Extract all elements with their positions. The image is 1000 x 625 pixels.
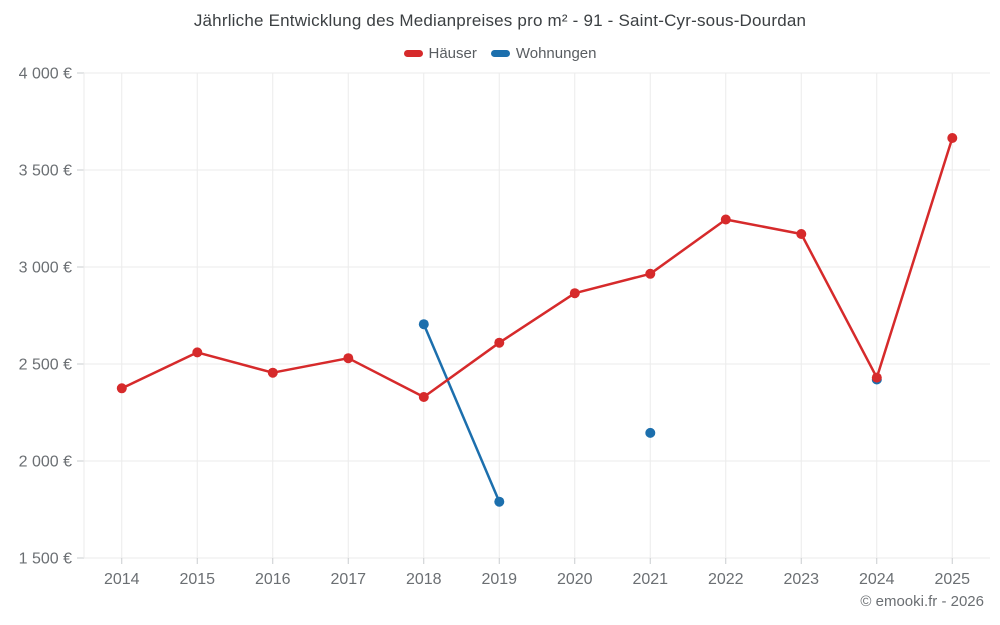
data-point-wohnungen[interactable] (418, 319, 429, 330)
series-line-wohnungen (422, 322, 501, 503)
x-tick-label: 2020 (557, 571, 593, 588)
data-point-haeuser[interactable] (947, 133, 958, 143)
data-point-haeuser[interactable] (645, 268, 656, 279)
x-tick-label: 2021 (632, 571, 668, 588)
y-tick-label: 3 500 € (19, 163, 72, 180)
x-tick-label: 2022 (708, 571, 744, 588)
wohnungen-series-swatch-icon (490, 50, 510, 57)
data-point-haeuser[interactable] (796, 229, 807, 239)
x-tick-label: 2015 (179, 571, 215, 588)
chart-title: Jährliche Entwicklung des Medianpreises … (193, 11, 807, 30)
data-point-haeuser[interactable] (267, 367, 278, 378)
x-tick-label: 2025 (934, 571, 970, 588)
haeuser-series-swatch-icon (403, 50, 423, 57)
copyright-text: © emooki.fr - 2026 (860, 593, 984, 610)
y-tick-label: 2 000 € (19, 454, 72, 471)
data-point-haeuser[interactable] (569, 288, 580, 299)
x-tick-label: 2018 (406, 571, 442, 588)
data-point-haeuser[interactable] (192, 347, 203, 358)
legend-label-haeuser: Häuser (428, 45, 477, 62)
y-tick-label: 4 000 € (19, 66, 72, 83)
data-point-haeuser[interactable] (871, 372, 882, 383)
legend-item-haeuser[interactable]: Häuser (403, 45, 477, 62)
data-point-haeuser[interactable] (418, 392, 429, 402)
x-tick-label: 2023 (783, 571, 819, 588)
data-point-haeuser[interactable] (720, 214, 731, 225)
series-line-haeuser (120, 136, 954, 399)
data-point-wohnungen[interactable] (494, 496, 505, 507)
y-tick-label: 2 500 € (19, 357, 72, 374)
x-tick-label: 2016 (255, 571, 291, 588)
x-tick-label: 2014 (104, 571, 140, 588)
legend-label-wohnungen: Wohnungen (515, 45, 597, 62)
y-tick-label: 1 500 € (19, 551, 72, 568)
data-point-wohnungen[interactable] (645, 427, 656, 438)
chart-legend: Häuser Wohnungen (0, 45, 1000, 62)
data-point-haeuser[interactable] (116, 383, 127, 394)
data-point-haeuser[interactable] (343, 353, 354, 364)
x-tick-label: 2017 (330, 571, 366, 588)
x-tick-label: 2019 (481, 571, 517, 588)
x-tick-label: 2024 (859, 571, 895, 588)
data-point-haeuser[interactable] (494, 337, 505, 348)
legend-item-wohnungen[interactable]: Wohnungen (490, 45, 597, 62)
y-tick-label: 3 000 € (19, 260, 72, 277)
